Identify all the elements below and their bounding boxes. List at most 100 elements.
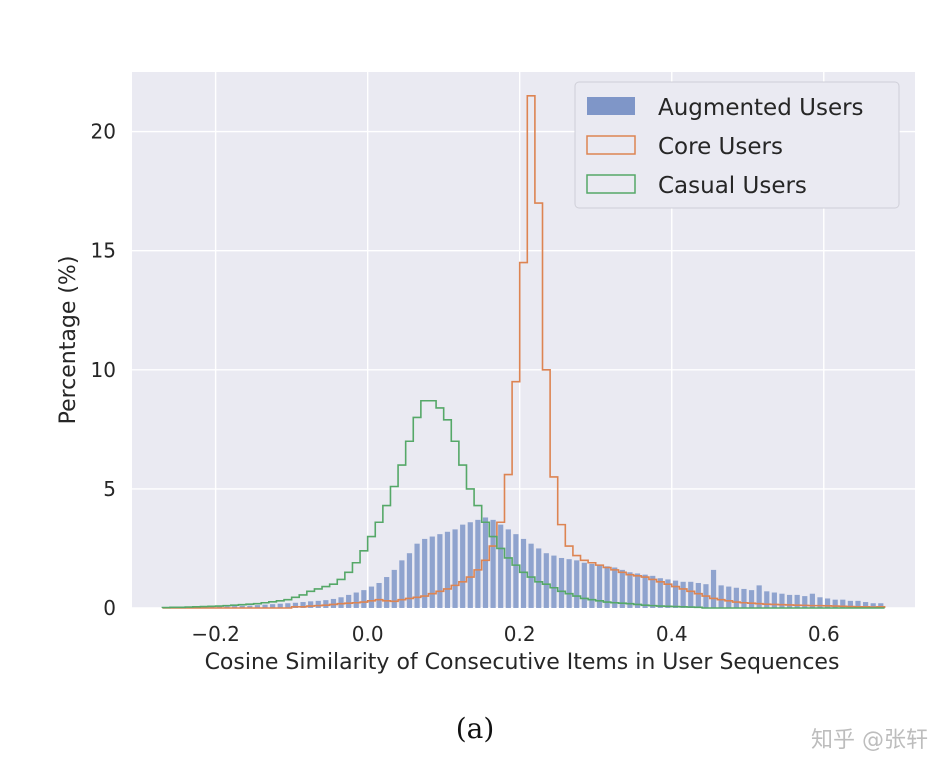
augmented-bar: [429, 536, 435, 608]
augmented-bar: [391, 569, 397, 608]
augmented-bar: [308, 601, 314, 608]
augmented-bar: [460, 524, 466, 608]
augmented-bar: [346, 594, 352, 608]
augmented-bar: [589, 563, 595, 608]
augmented-bar: [338, 597, 344, 608]
augmented-bar: [467, 522, 473, 608]
augmented-bar: [878, 603, 884, 608]
augmented-users-bars: [163, 517, 884, 608]
augmented-bar: [543, 553, 549, 608]
augmented-bar: [239, 605, 245, 608]
augmented-bar: [270, 604, 276, 608]
augmented-bar: [596, 565, 603, 608]
augmented-bar: [657, 578, 663, 608]
augmented-bar: [520, 538, 527, 608]
augmented-bar: [779, 593, 785, 608]
augmented-bar: [224, 606, 230, 608]
figure-caption: (a): [455, 712, 495, 745]
augmented-bar: [847, 600, 853, 608]
augmented-bar: [581, 562, 587, 608]
legend-swatch-core-users: [586, 135, 636, 155]
augmented-bar: [574, 560, 580, 608]
legend-label-casual-users: Casual Users: [658, 173, 807, 199]
augmented-bar: [315, 600, 321, 608]
augmented-bar: [612, 567, 618, 608]
augmented-bar: [855, 600, 861, 608]
core-users-outline: [162, 95, 886, 609]
augmented-bar: [437, 534, 443, 608]
legend: Augmented Users Core Users Casual Users: [574, 81, 900, 209]
step-outlines: [161, 95, 886, 609]
augmented-bar: [817, 597, 823, 608]
augmented-bar: [482, 517, 489, 608]
augmented-bar: [627, 572, 633, 608]
augmented-bar: [733, 587, 739, 608]
y-tick-label: 10: [91, 358, 116, 382]
augmented-bar: [672, 580, 679, 608]
augmented-bar: [422, 538, 428, 608]
augmented-bar: [710, 569, 717, 608]
augmented-bar: [323, 600, 329, 608]
augmented-bar: [353, 592, 359, 608]
augmented-bar: [505, 529, 511, 608]
augmented-bar: [498, 524, 504, 608]
augmented-bar: [444, 531, 451, 608]
augmented-bar: [802, 596, 808, 608]
augmented-bar: [232, 606, 238, 608]
legend-label-augmented-users: Augmented Users: [658, 95, 864, 121]
augmented-bar: [406, 553, 413, 608]
y-axis-label: Percentage (%): [56, 256, 81, 425]
augmented-bar: [551, 555, 557, 608]
augmented-bar: [870, 603, 876, 608]
augmented-bar: [513, 534, 519, 608]
augmented-bar: [254, 605, 261, 608]
augmented-bar: [452, 529, 458, 608]
augmented-bar: [771, 592, 777, 608]
augmented-bar: [558, 557, 565, 608]
legend-frame: [574, 81, 900, 209]
y-tick-labels: 0 5 10 15 20: [91, 120, 116, 620]
augmented-bar: [756, 585, 762, 608]
augmented-bar: [292, 602, 299, 608]
x-tick-label: 0.2: [504, 622, 536, 646]
augmented-bar: [665, 579, 671, 608]
x-tick-label: 0.0: [352, 622, 384, 646]
augmented-bar: [824, 598, 831, 608]
augmented-bar: [809, 593, 815, 608]
legend-swatch-casual-users: [586, 174, 636, 194]
x-tick-labels: −0.2 0.0 0.2 0.4 0.6: [191, 622, 839, 646]
augmented-bar: [794, 594, 800, 608]
augmented-bar: [840, 599, 846, 608]
augmented-bar: [726, 586, 732, 608]
legend-label-core-users: Core Users: [658, 134, 783, 160]
augmented-bar: [528, 543, 534, 608]
augmented-bar: [695, 582, 701, 608]
augmented-bar: [414, 543, 420, 608]
augmented-bar: [399, 560, 405, 608]
augmented-bar: [262, 604, 268, 608]
y-tick-label: 20: [91, 120, 116, 144]
augmented-bar: [330, 598, 337, 608]
augmented-bar: [642, 574, 648, 608]
augmented-bar: [862, 602, 869, 608]
augmented-bar: [604, 566, 610, 608]
watermark: 知乎 @张轩: [811, 728, 928, 753]
augmented-bar: [490, 519, 496, 608]
augmented-bar: [566, 559, 572, 608]
y-tick-label: 5: [103, 477, 116, 501]
augmented-bar: [680, 581, 686, 608]
augmented-bar: [748, 590, 755, 608]
augmented-bar: [764, 591, 770, 608]
x-tick-label: −0.2: [191, 622, 240, 646]
augmented-bar: [786, 594, 793, 608]
augmented-bar: [361, 590, 367, 608]
augmented-bar: [384, 577, 390, 608]
augmented-bar: [688, 581, 694, 608]
augmented-bar: [475, 519, 481, 608]
augmented-bar: [300, 602, 306, 608]
casual-users-outline: [161, 399, 885, 609]
augmented-bar: [277, 603, 283, 608]
histogram-chart: −0.2 0.0 0.2 0.4 0.6 0 5 10 15 20 Cosine Similar…: [56, 72, 915, 675]
x-tick-label: 0.6: [808, 622, 840, 646]
x-tick-label: 0.4: [656, 622, 688, 646]
